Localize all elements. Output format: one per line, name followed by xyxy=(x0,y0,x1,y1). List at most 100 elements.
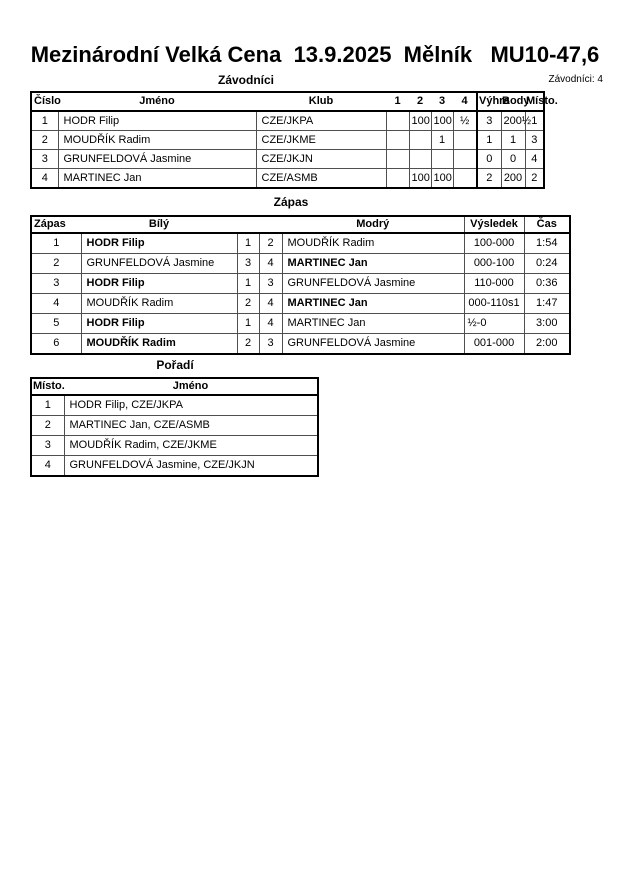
match-number: 2 xyxy=(30,253,82,274)
match-row: 5 HODR Filip 1 4 MARTINEC Jan ½-0 3:00 xyxy=(30,313,571,334)
competitor-club: CZE/JKME xyxy=(255,130,387,150)
ranking-place: 1 xyxy=(30,394,65,416)
round-result-4 xyxy=(452,149,478,169)
competitor-row: 1 HODR Filip CZE/JKPA 100 100 ½ 3 200½ 1 xyxy=(30,110,545,131)
header-name: Jméno xyxy=(58,92,256,112)
match-row: 6 MOUDŘÍK Radim 2 3 GRUNFELDOVÁ Jasmine 001-0… xyxy=(30,333,571,355)
match-time: 2:00 xyxy=(523,333,571,355)
round-result-2 xyxy=(408,130,432,150)
competitor-number: 1 xyxy=(30,110,59,131)
round-result-3: 100 xyxy=(430,110,454,131)
match-row: 4 MOUDŘÍK Radim 2 4 MARTINEC Jan 000-110s1 1:4… xyxy=(30,293,571,314)
header-white-number xyxy=(237,216,259,234)
round-result-3 xyxy=(430,149,454,169)
header-white: Bílý xyxy=(81,216,237,234)
competitor-number: 3 xyxy=(30,149,59,169)
white-competitor-name: MOUDŘÍK Radim xyxy=(80,333,238,355)
header-match: Zápas xyxy=(31,216,81,234)
round-result-4: ½ xyxy=(452,110,478,131)
header-club: Klub xyxy=(256,92,386,112)
blue-competitor-name: MARTINEC Jan xyxy=(281,293,465,314)
competitor-place: 3 xyxy=(524,130,545,150)
white-competitor-name: HODR Filip xyxy=(80,232,238,254)
header-round-3: 3 xyxy=(431,92,453,112)
competitor-name: MOUDŘÍK Radim xyxy=(57,130,257,150)
ranking-table: Místo. Jméno 1 HODR Filip, CZE/JKPA 2 MARTI… xyxy=(30,377,319,477)
match-number: 6 xyxy=(30,333,82,355)
match-row: 2 GRUNFELDOVÁ Jasmine 3 4 MARTINEC Jan 000-10… xyxy=(30,253,571,274)
ranking-name: MOUDŘÍK Radim, CZE/JKME xyxy=(63,435,319,456)
ranking-row: 2 MARTINEC Jan, CZE/ASMB xyxy=(30,415,319,436)
competitor-name: GRUNFELDOVÁ Jasmine xyxy=(57,149,257,169)
competitor-wins: 3 xyxy=(476,110,502,131)
ranking-row: 3 MOUDŘÍK Radim, CZE/JKME xyxy=(30,435,319,456)
ranking-name: HODR Filip, CZE/JKPA xyxy=(63,394,319,416)
ranking-name: GRUNFELDOVÁ Jasmine, CZE/JKJN xyxy=(63,455,319,477)
matches-header-row: Zápas Bílý Modrý Výsledek Čas xyxy=(31,216,570,234)
round-result-2: 100 xyxy=(408,110,432,131)
match-result: 110-000 xyxy=(463,273,525,294)
competitor-place: 4 xyxy=(524,149,545,169)
match-result: 100-000 xyxy=(463,232,525,254)
round-result-1 xyxy=(385,149,410,169)
ranking-row: 4 GRUNFELDOVÁ Jasmine, CZE/JKJN xyxy=(30,455,319,477)
ranking-place: 2 xyxy=(30,415,65,436)
header-blue: Modrý xyxy=(282,216,464,234)
competitor-row: 2 MOUDŘÍK Radim CZE/JKME 1 1 1 3 xyxy=(30,130,545,150)
header-points: Body xyxy=(501,92,530,112)
match-number: 3 xyxy=(30,273,82,294)
competitor-name: MARTINEC Jan xyxy=(57,168,257,189)
ranking-name: MARTINEC Jan, CZE/ASMB xyxy=(63,415,319,436)
round-result-2 xyxy=(408,149,432,169)
round-result-2: 100 xyxy=(408,168,432,189)
white-competitor-name: HODR Filip xyxy=(80,313,238,334)
match-result: 000-110s1 xyxy=(463,293,525,314)
white-competitor-name: MOUDŘÍK Radim xyxy=(80,293,238,314)
white-competitor-number: 2 xyxy=(236,333,260,355)
competitor-wins: 1 xyxy=(476,130,502,150)
header-blue-number xyxy=(259,216,282,234)
competitor-number: 2 xyxy=(30,130,59,150)
match-time: 0:36 xyxy=(523,273,571,294)
competitor-name: HODR Filip xyxy=(57,110,257,131)
blue-competitor-name: MARTINEC Jan xyxy=(281,253,465,274)
competitor-number: 4 xyxy=(30,168,59,189)
blue-competitor-number: 4 xyxy=(258,253,283,274)
header-time: Čas xyxy=(523,216,570,234)
match-row: 1 HODR Filip 1 2 MOUDŘÍK Radim 100-000 1:54 xyxy=(30,232,571,254)
match-result: 001-000 xyxy=(463,333,525,355)
round-result-1 xyxy=(385,130,410,150)
match-row: 3 HODR Filip 1 3 GRUNFELDOVÁ Jasmine 110-000 0… xyxy=(30,273,571,294)
match-result: ½-0 xyxy=(463,313,525,334)
blue-competitor-number: 4 xyxy=(258,293,283,314)
blue-competitor-name: MARTINEC Jan xyxy=(281,313,465,334)
match-time: 1:54 xyxy=(523,232,571,254)
white-competitor-name: HODR Filip xyxy=(80,273,238,294)
header-round-2: 2 xyxy=(409,92,431,112)
round-result-4 xyxy=(452,168,478,189)
header-round-4: 4 xyxy=(453,92,477,112)
ranking-place: 3 xyxy=(30,435,65,456)
ranking-place: 4 xyxy=(30,455,65,477)
competitor-points: 1 xyxy=(500,130,526,150)
white-competitor-number: 3 xyxy=(236,253,260,274)
page-title: Mezinárodní Velká Cena 13.9.2025 Mělník … xyxy=(30,42,600,67)
match-time: 1:47 xyxy=(523,293,571,314)
blue-competitor-number: 3 xyxy=(258,273,283,294)
competitor-points: 200 xyxy=(500,168,526,189)
header-name: Jméno xyxy=(64,378,318,396)
blue-competitor-name: GRUNFELDOVÁ Jasmine xyxy=(281,273,465,294)
competitor-club: CZE/JKJN xyxy=(255,149,387,169)
blue-competitor-number: 4 xyxy=(258,313,283,334)
competitor-club: CZE/JKPA xyxy=(255,110,387,131)
match-number: 4 xyxy=(30,293,82,314)
competitor-club: CZE/ASMB xyxy=(255,168,387,189)
header-result: Výsledek xyxy=(463,216,524,234)
round-result-1 xyxy=(385,168,410,189)
round-result-3: 1 xyxy=(430,130,454,150)
ranking-header-row: Místo. Jméno xyxy=(31,378,318,396)
competitor-place: 2 xyxy=(524,168,545,189)
blue-competitor-name: GRUNFELDOVÁ Jasmine xyxy=(281,333,465,355)
white-competitor-number: 2 xyxy=(236,293,260,314)
white-competitor-number: 1 xyxy=(236,232,260,254)
